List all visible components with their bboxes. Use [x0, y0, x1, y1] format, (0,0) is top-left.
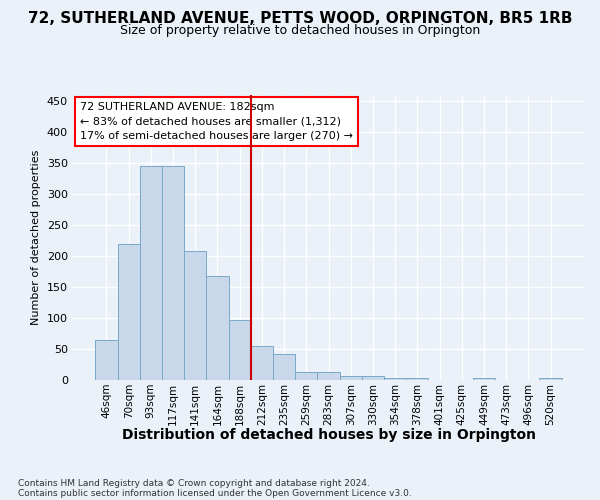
Bar [362, 376, 384, 380]
Bar [162, 166, 184, 380]
Text: 72, SUTHERLAND AVENUE, PETTS WOOD, ORPINGTON, BR5 1RB: 72, SUTHERLAND AVENUE, PETTS WOOD, ORPIN… [28, 11, 572, 26]
Text: Distribution of detached houses by size in Orpington: Distribution of detached houses by size … [122, 428, 536, 442]
Bar [384, 378, 406, 380]
Bar [340, 376, 362, 380]
Bar [251, 346, 273, 380]
Text: 72 SUTHERLAND AVENUE: 182sqm
← 83% of detached houses are smaller (1,312)
17% of: 72 SUTHERLAND AVENUE: 182sqm ← 83% of de… [80, 102, 353, 141]
Bar [140, 166, 162, 380]
Text: Size of property relative to detached houses in Orpington: Size of property relative to detached ho… [120, 24, 480, 37]
Bar [406, 378, 428, 380]
Bar [95, 340, 118, 380]
Bar [473, 378, 495, 380]
Bar [184, 251, 206, 380]
Bar [229, 320, 251, 380]
Y-axis label: Number of detached properties: Number of detached properties [31, 150, 41, 325]
Bar [295, 372, 317, 380]
Bar [539, 378, 562, 380]
Bar [317, 372, 340, 380]
Bar [206, 276, 229, 380]
Bar [273, 354, 295, 380]
Bar [118, 244, 140, 380]
Text: Contains HM Land Registry data © Crown copyright and database right 2024.
Contai: Contains HM Land Registry data © Crown c… [18, 479, 412, 498]
